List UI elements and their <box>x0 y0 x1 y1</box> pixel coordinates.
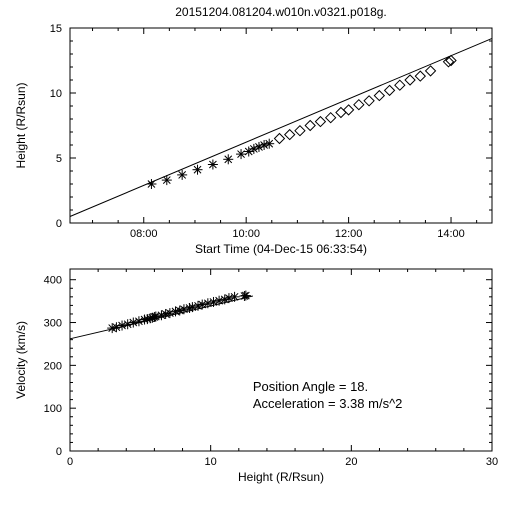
chart1-xtick-label: 10:00 <box>232 228 260 240</box>
chart2-xlabel: Height (R/Rsun) <box>238 470 324 484</box>
chart1-xtick-label: 08:00 <box>130 228 158 240</box>
chart1-ytick-label: 5 <box>56 153 62 165</box>
chart1-ytick-label: 0 <box>56 218 62 230</box>
chart2-ytick-label: 300 <box>44 318 62 330</box>
chart1-xtick-label: 14:00 <box>437 228 465 240</box>
acceleration-label: Acceleration = 3.38 m/s^2 <box>253 396 403 411</box>
chart1-xlabel: Start Time (04-Dec-15 06:33:54) <box>195 242 367 256</box>
chart1-ylabel: Height (R/Rsun) <box>14 82 28 168</box>
chart2-xtick-label: 30 <box>486 456 498 468</box>
chart2-xtick-label: 20 <box>345 456 357 468</box>
chart2-series-asterisk <box>107 291 251 334</box>
chart1-series-diamond <box>274 56 456 144</box>
chart-container: 20151204.081204.w010n.v0321.p018g. 08:00 1… <box>0 0 512 512</box>
chart2-ytick-label: 0 <box>56 446 62 458</box>
chart2-xtick-label: 0 <box>67 456 73 468</box>
chart2-ytick-label: 200 <box>44 360 62 372</box>
chart1-xtick-label: 12:00 <box>335 228 363 240</box>
chart2-ytick-label: 400 <box>44 275 62 287</box>
chart2-ylabel: Velocity (km/s) <box>14 321 28 399</box>
position-angle-label: Position Angle = 18. <box>253 379 368 394</box>
chart1-ytick-label: 15 <box>50 23 62 35</box>
chart2-xtick-label: 10 <box>205 456 217 468</box>
chart1-series-asterisk <box>146 139 274 189</box>
chart-svg: 20151204.081204.w010n.v0321.p018g. 08:00 1… <box>0 0 512 512</box>
chart2-frame <box>70 269 492 451</box>
chart2-ytick-label: 100 <box>44 403 62 415</box>
chart1-frame <box>70 28 492 223</box>
chart1-fit-line <box>70 38 492 216</box>
chart-title: 20151204.081204.w010n.v0321.p018g. <box>175 5 387 19</box>
chart1-ytick-label: 10 <box>50 88 62 100</box>
